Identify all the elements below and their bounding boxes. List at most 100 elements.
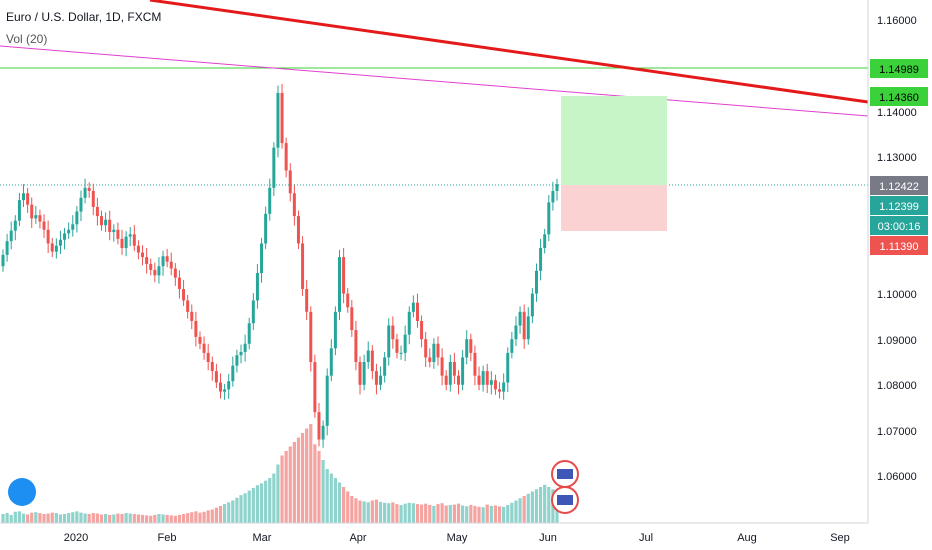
candle-body <box>399 352 403 354</box>
price-tag <box>870 236 928 255</box>
price-tag-label: 1.12422 <box>879 181 919 193</box>
candle-body <box>247 323 251 344</box>
volume-bar <box>247 490 251 523</box>
candle-body <box>477 375 481 385</box>
candle-body <box>173 268 177 278</box>
tradingview-logo-icon[interactable] <box>8 478 36 506</box>
candle-body <box>255 273 259 301</box>
candle-body <box>489 380 493 385</box>
volume-bar <box>292 442 296 523</box>
flag-icon <box>557 495 573 505</box>
indicator-label: Vol (20) <box>6 32 48 46</box>
candle-body <box>104 219 108 226</box>
volume-bar <box>95 513 99 523</box>
candle-body <box>190 311 194 321</box>
volume-bar <box>153 514 157 523</box>
volume-bar <box>9 514 13 523</box>
volume-bar <box>284 451 288 523</box>
candle-body <box>116 229 120 239</box>
volume-bar <box>227 502 231 523</box>
volume-bar <box>1 514 5 523</box>
candle-body <box>547 202 551 235</box>
volume-bar <box>534 489 539 523</box>
event-markers[interactable] <box>551 460 579 514</box>
volume-bar <box>62 514 67 523</box>
volume-bar <box>321 460 325 523</box>
time-tick-label: May <box>447 532 468 544</box>
volume-bar <box>186 513 190 523</box>
volume-bar <box>399 505 403 523</box>
candle-body <box>260 243 264 274</box>
price-tick-label: 1.13000 <box>877 152 917 164</box>
candle-body <box>358 362 362 385</box>
candle-body <box>374 371 378 385</box>
volume-bar <box>383 502 387 523</box>
candle-body <box>67 229 71 234</box>
volume-bar <box>132 514 136 523</box>
time-tick-label: Apr <box>349 532 366 544</box>
price-tick-label: 1.09000 <box>877 335 917 347</box>
candle-body <box>136 245 140 253</box>
time-axis[interactable]: 2020 Feb Mar Apr May Jun Jul Aug Sep <box>0 522 868 544</box>
price-axis[interactable]: 1.160001.150001.140001.130001.120001.110… <box>867 0 917 523</box>
candle-body <box>239 351 243 356</box>
volume-bar <box>342 487 346 523</box>
price-tags: 1.14989 1.14360 1.12422 1.12399 03:00:16 1.11… <box>870 59 928 255</box>
volume-bar <box>280 455 284 523</box>
volume-bar <box>358 500 362 523</box>
volume-bar <box>255 485 260 523</box>
drawings[interactable] <box>0 0 869 231</box>
volume-bar <box>112 514 116 523</box>
candle-body <box>309 311 313 362</box>
volume-bar <box>493 505 498 523</box>
volume-bar <box>124 513 128 523</box>
volume-bar <box>395 504 399 523</box>
candle-body <box>383 357 387 376</box>
candle-body <box>379 375 383 385</box>
volume-bar <box>485 504 489 523</box>
volume-bar <box>325 469 329 523</box>
candle-body <box>38 215 42 222</box>
price-tag-label: 1.12399 <box>879 201 919 213</box>
volume-bar <box>461 505 465 523</box>
volume-bar <box>21 513 26 523</box>
candle-body <box>346 293 350 308</box>
candle-body <box>362 362 366 385</box>
candle-body <box>301 243 305 290</box>
candle-body <box>251 300 255 324</box>
candle-body <box>54 245 58 252</box>
candle-body <box>9 230 13 242</box>
volume-bar <box>502 506 506 523</box>
volume-bar <box>223 504 227 523</box>
candle-body <box>153 269 157 276</box>
time-tick-label: Sep <box>830 532 850 544</box>
volume-bar <box>374 499 379 523</box>
symbol-title: Euro / U.S. Dollar, 1D, FXCM <box>6 10 162 24</box>
candle-body <box>124 236 128 248</box>
candle-body <box>42 221 46 230</box>
candle-body <box>407 311 411 335</box>
candle-body <box>91 191 95 207</box>
volume-bar <box>510 502 514 523</box>
volume-bar <box>424 503 428 523</box>
volume-bar <box>272 473 276 523</box>
volume-bar <box>526 493 530 523</box>
volume-bar <box>362 501 366 523</box>
candle-body <box>321 425 325 440</box>
price-tick-label: 1.16000 <box>877 15 917 27</box>
volume-bar <box>161 514 165 523</box>
time-tick-label: Jun <box>539 532 557 544</box>
volume-bar <box>17 511 22 523</box>
candle-body <box>296 216 300 244</box>
volume-bar <box>108 514 112 523</box>
volume-bar <box>456 503 461 523</box>
candle-body <box>63 233 67 240</box>
candle-body <box>46 229 50 244</box>
volume-bar <box>218 505 223 523</box>
volume-bar <box>415 504 420 523</box>
volume-bar <box>522 496 526 523</box>
volume-bar <box>136 514 141 523</box>
volume-bar <box>296 437 301 523</box>
time-tick-label: Feb <box>158 532 177 544</box>
